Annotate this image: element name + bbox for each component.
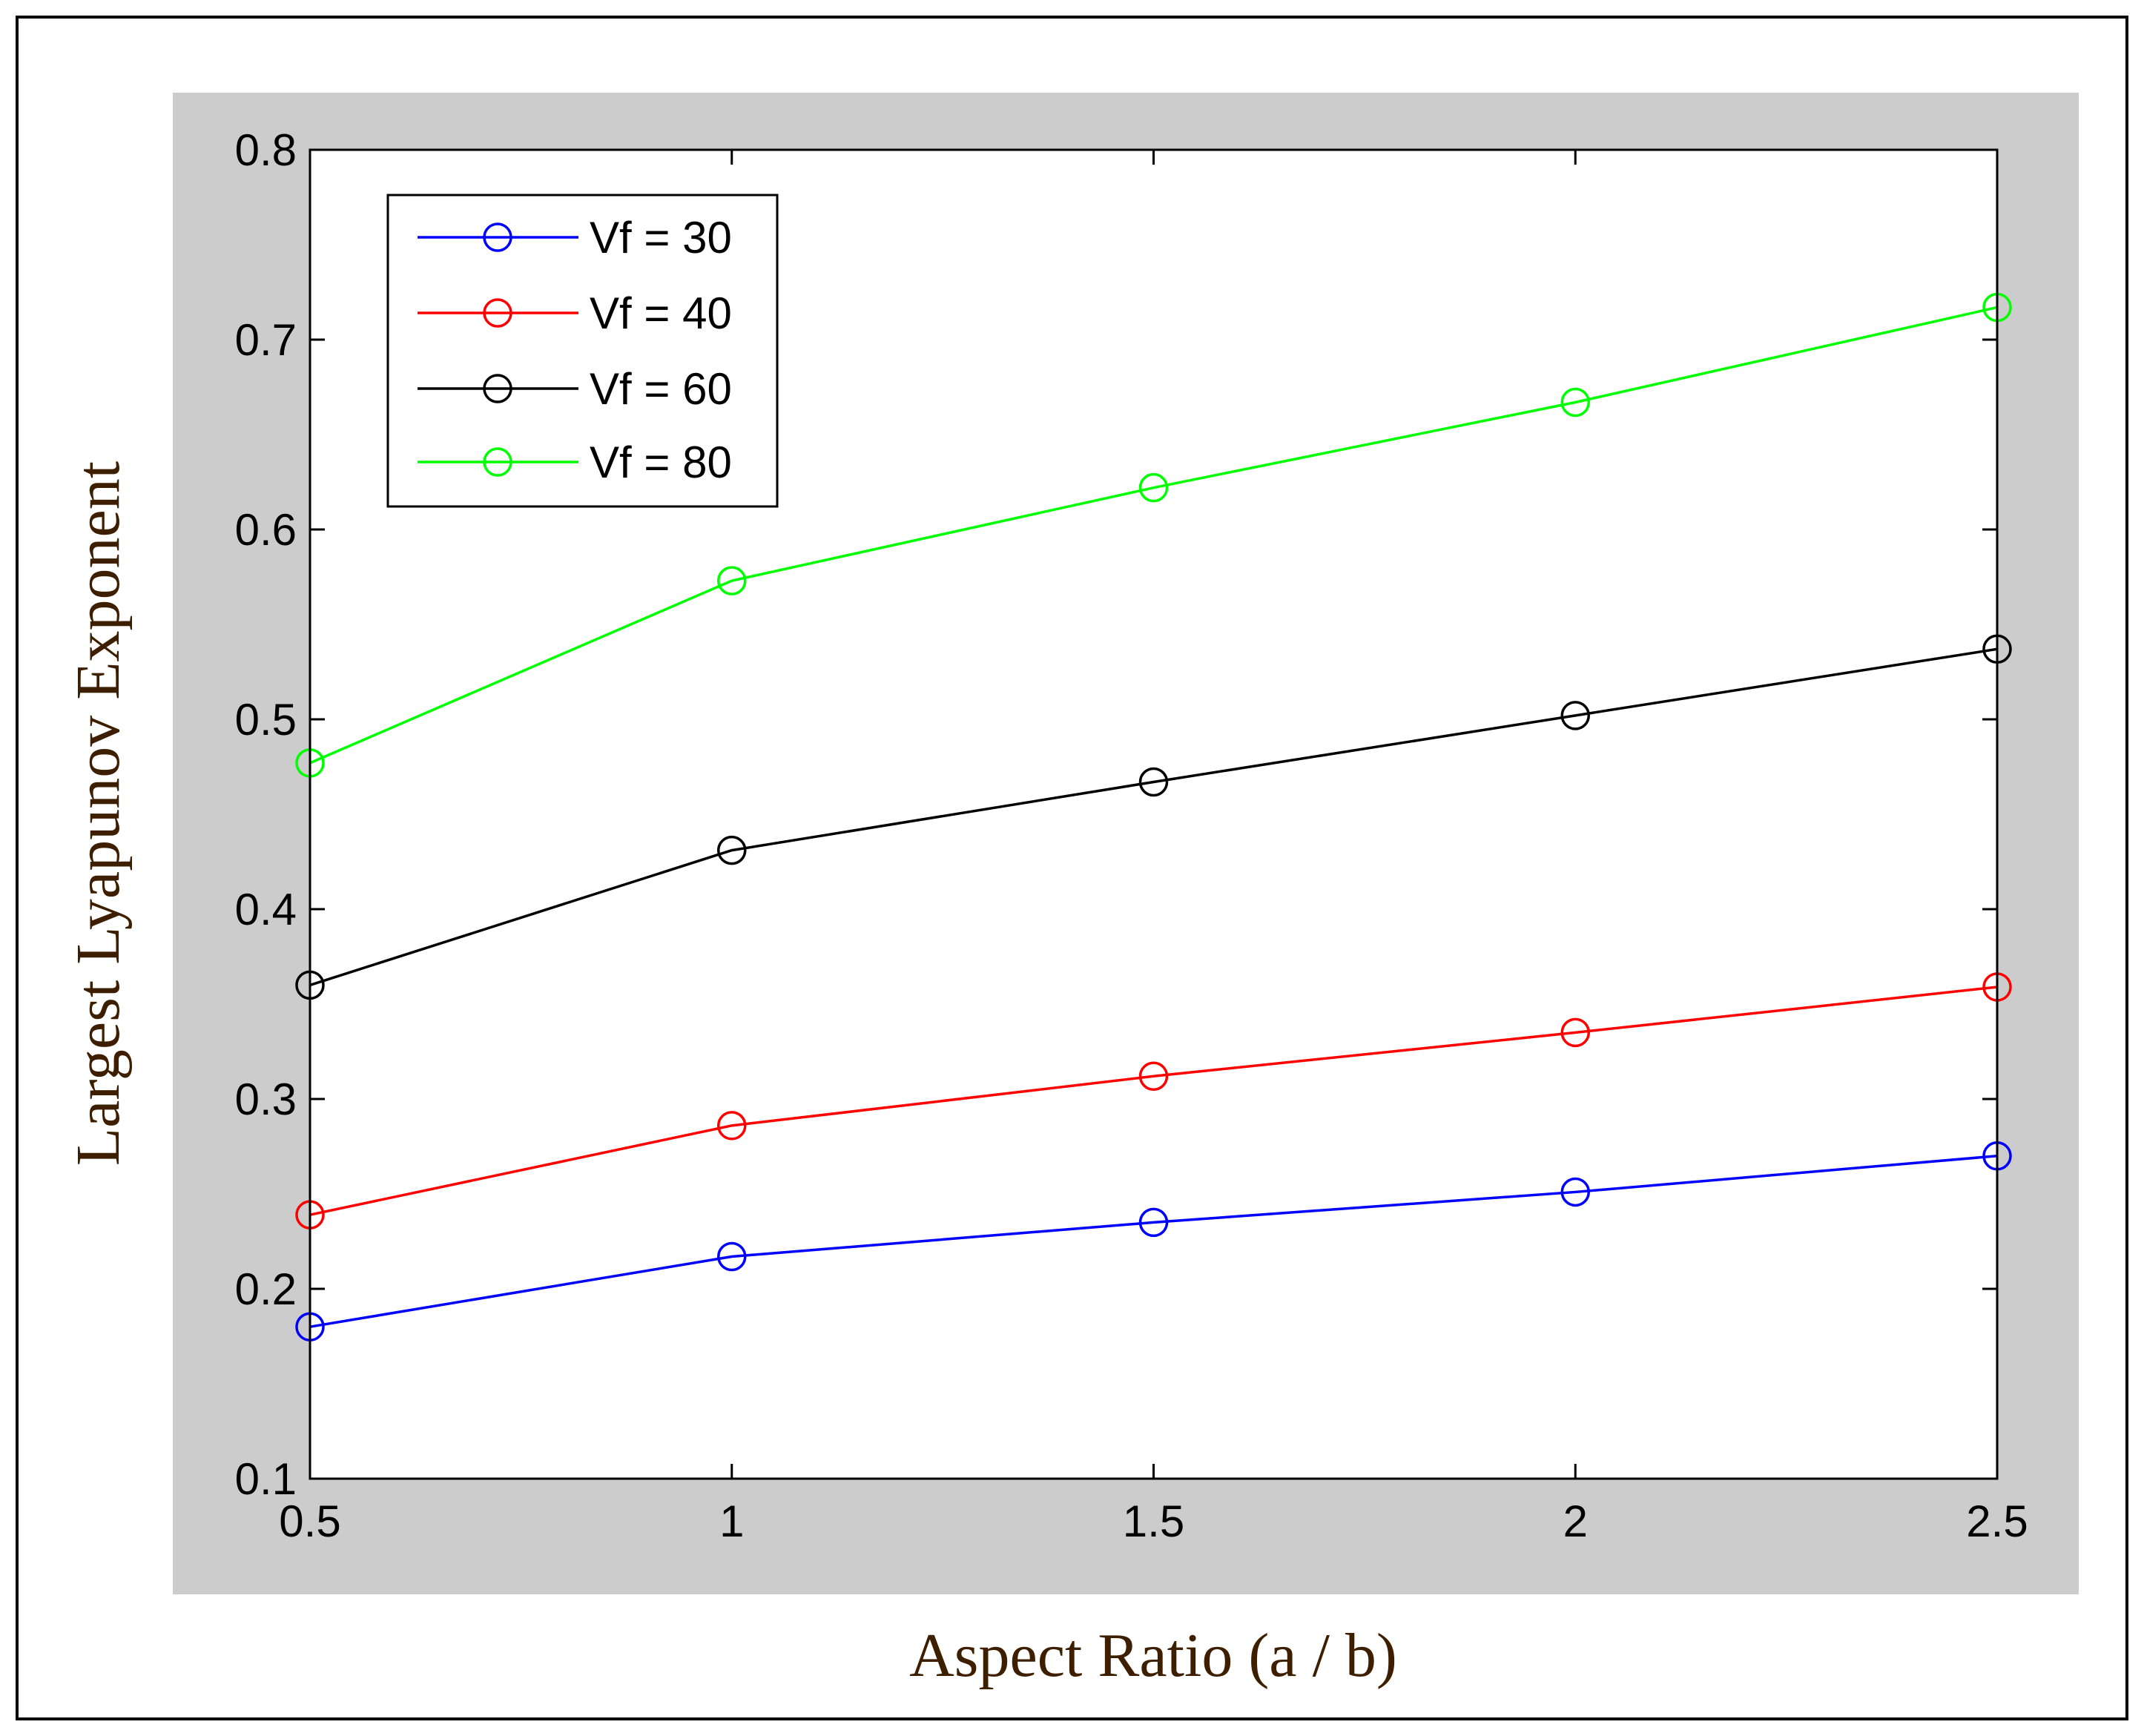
data-point <box>1560 1017 1590 1048</box>
x-tick-label: 0.5 <box>279 1496 340 1546</box>
y-tick-label: 0.5 <box>235 695 297 745</box>
legend-entry: Vf = 60 <box>418 364 732 414</box>
legend-entry: Vf = 40 <box>418 288 732 338</box>
figure-border <box>16 16 2128 1720</box>
data-point <box>1560 1177 1590 1207</box>
legend-marker <box>483 374 512 403</box>
data-point <box>717 835 747 865</box>
data-point <box>1560 701 1590 730</box>
data-point <box>1138 1207 1169 1238</box>
y-axis-title: Largest Lyapunov Exponent <box>64 461 133 1166</box>
legend-label: Vf = 80 <box>590 438 732 487</box>
x-tick-label: 1.5 <box>1123 1496 1184 1546</box>
x-tick-label: 1 <box>719 1496 744 1546</box>
data-point <box>1560 387 1590 418</box>
legend-entry: Vf = 80 <box>418 438 732 487</box>
series-layer <box>295 292 2012 1341</box>
data-point <box>717 1241 747 1272</box>
plot-frame <box>309 148 1999 1480</box>
x-axis-title: Aspect Ratio (a / b) <box>909 1621 1397 1690</box>
x-tick-label: 2 <box>1563 1496 1588 1546</box>
x-axis-ticks: 0.5 1 1.5 2 2.5 <box>279 150 2028 1546</box>
legend-entry: Vf = 30 <box>418 213 732 263</box>
data-point <box>1138 472 1169 503</box>
y-tick-label: 0.6 <box>235 505 297 555</box>
legend-marker <box>483 298 512 328</box>
series-line <box>309 306 1998 765</box>
data-point <box>717 1111 747 1141</box>
series-line <box>309 647 1998 987</box>
data-point <box>717 566 747 595</box>
legend-box <box>386 194 779 508</box>
legend-marker <box>483 447 512 477</box>
y-tick-label: 0.7 <box>235 315 297 365</box>
series-line <box>309 1155 1998 1328</box>
legend: Vf = 30 Vf = 40 Vf = 60 Vf = 80 <box>386 194 779 508</box>
y-tick-label: 0.8 <box>235 125 297 175</box>
legend-marker <box>483 222 512 252</box>
y-tick-label: 0.3 <box>235 1075 297 1124</box>
legend-label: Vf = 30 <box>590 213 732 263</box>
legend-label: Vf = 40 <box>590 288 732 338</box>
y-axis-ticks: 0.1 0.2 0.3 0.4 0.5 0.6 0.7 0.8 <box>235 125 1997 1504</box>
y-tick-label: 0.1 <box>235 1454 297 1504</box>
y-tick-label: 0.2 <box>235 1264 297 1314</box>
x-tick-label: 2.5 <box>1966 1496 2028 1546</box>
data-point <box>1138 1061 1169 1092</box>
legend-label: Vf = 60 <box>590 364 732 414</box>
data-point <box>1138 767 1169 797</box>
y-tick-label: 0.4 <box>235 885 297 934</box>
series-line <box>309 986 1998 1216</box>
